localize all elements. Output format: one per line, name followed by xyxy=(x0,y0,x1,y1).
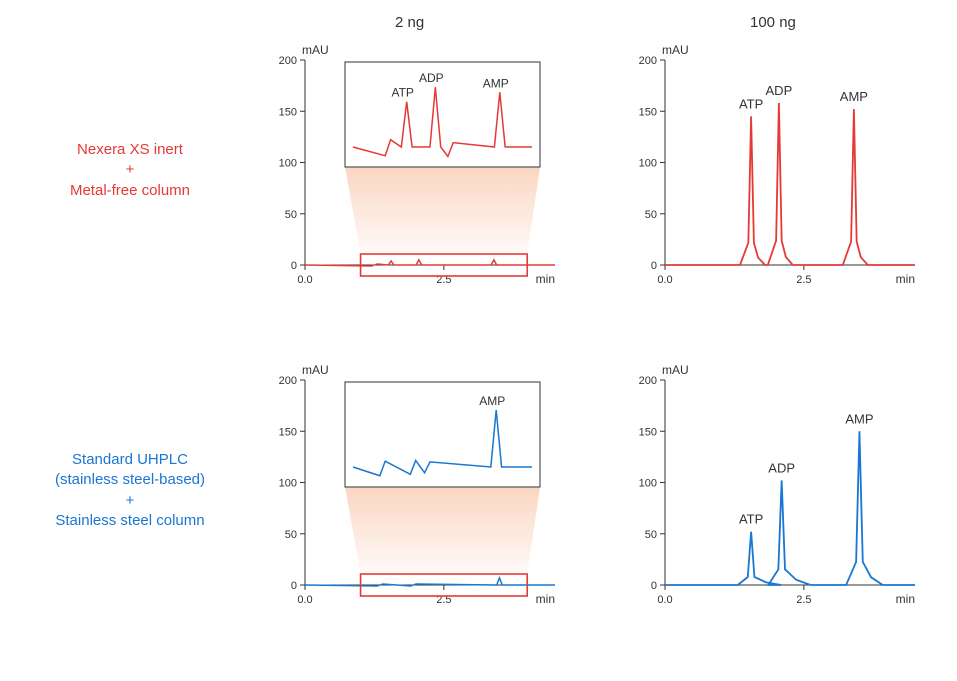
peak-label: AMP xyxy=(483,76,509,90)
svg-text:2.5: 2.5 xyxy=(796,594,811,606)
x-axis-label: min xyxy=(536,592,555,606)
svg-text:0.0: 0.0 xyxy=(297,274,312,286)
x-axis-label: min xyxy=(536,272,555,286)
svg-text:0.0: 0.0 xyxy=(657,274,672,286)
peak-label: ADP xyxy=(419,71,444,85)
row-label-line: + xyxy=(20,160,240,180)
chart-top-right: 0 50 100 150 200 0.0 2.5 mAU min ATPADP AMP xyxy=(620,40,920,300)
svg-text:100: 100 xyxy=(279,478,297,490)
svg-text:200: 200 xyxy=(279,375,297,387)
peak-label: ADP xyxy=(768,460,795,475)
column-header-1: 2 ng xyxy=(395,14,424,31)
peak-label: ATP xyxy=(391,86,413,100)
svg-text:0: 0 xyxy=(651,260,657,272)
chart-top-left: 0501001502000.02.5mAUminATPADPAMP xyxy=(260,40,560,300)
svg-text:100: 100 xyxy=(279,158,297,170)
peak-label: ATP xyxy=(739,96,763,111)
x-axis-label: min xyxy=(896,272,915,286)
y-axis-label: mAU xyxy=(662,363,689,377)
svg-text:150: 150 xyxy=(639,106,657,118)
peak-label: ADP xyxy=(766,83,793,98)
chart-bottom-left: 0501001502000.02.5mAUminAMP xyxy=(260,360,560,620)
svg-text:50: 50 xyxy=(645,209,657,221)
svg-text:2.5: 2.5 xyxy=(796,274,811,286)
svg-text:150: 150 xyxy=(279,426,297,438)
y-axis-label: mAU xyxy=(302,43,329,57)
svg-text:200: 200 xyxy=(639,375,657,387)
row-label-line: Nexera XS inert xyxy=(20,140,240,160)
peak-label: AMP xyxy=(479,394,505,408)
row-label-standard: Standard UHPLC(stainless steel-based)+St… xyxy=(20,450,240,531)
row-label-line: + xyxy=(20,491,240,511)
svg-text:150: 150 xyxy=(279,106,297,118)
chart-bottom-right: 0 50 100 150 200 0.0 2.5 mAU min ATP ADP AMP xyxy=(620,360,920,620)
svg-text:150: 150 xyxy=(639,426,657,438)
row-label-line: Standard UHPLC xyxy=(20,450,240,470)
svg-text:0: 0 xyxy=(291,260,297,272)
row-label-line: (stainless steel-based) xyxy=(20,470,240,490)
column-header-2: 100 ng xyxy=(750,14,796,31)
svg-text:100: 100 xyxy=(639,478,657,490)
svg-text:0.0: 0.0 xyxy=(657,594,672,606)
svg-text:50: 50 xyxy=(285,209,297,221)
svg-text:200: 200 xyxy=(639,55,657,67)
svg-text:0: 0 xyxy=(291,580,297,592)
svg-text:50: 50 xyxy=(285,529,297,541)
svg-text:200: 200 xyxy=(279,55,297,67)
svg-text:0.0: 0.0 xyxy=(297,594,312,606)
peak-label: AMP xyxy=(845,411,873,426)
y-axis-label: mAU xyxy=(302,363,329,377)
row-label-nexera: Nexera XS inert+Metal-free column xyxy=(20,140,240,201)
svg-text:100: 100 xyxy=(639,158,657,170)
peak-label: AMP xyxy=(840,89,868,104)
row-label-line: Metal-free column xyxy=(20,181,240,201)
x-axis-label: min xyxy=(896,592,915,606)
svg-text:50: 50 xyxy=(645,529,657,541)
svg-text:0: 0 xyxy=(651,580,657,592)
y-axis-label: mAU xyxy=(662,43,689,57)
row-label-line: Stainless steel column xyxy=(20,511,240,531)
peak-label: ATP xyxy=(739,512,763,527)
